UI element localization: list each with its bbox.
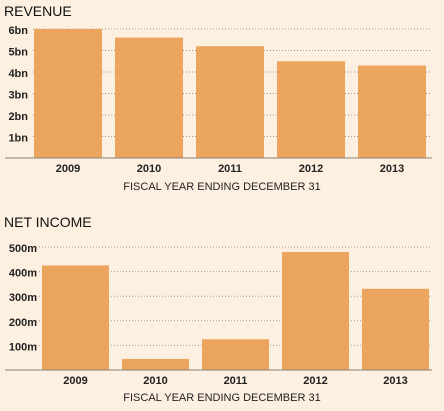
bar-2009 xyxy=(42,265,109,370)
x-tick-label: 2010 xyxy=(143,375,167,387)
y-tick-label: 3bn xyxy=(8,90,28,102)
y-tick-label: 4bn xyxy=(8,68,28,80)
x-axis-label: FISCAL YEAR ENDING DECEMBER 31 xyxy=(123,181,320,193)
bar-2010 xyxy=(115,37,183,158)
bar-2013 xyxy=(358,65,426,158)
x-tick-label: 2012 xyxy=(303,375,327,387)
x-tick-label: 2013 xyxy=(380,163,404,175)
y-tick-label: 6bn xyxy=(8,25,28,37)
x-tick-label: 2012 xyxy=(299,163,323,175)
net-income-chart: NET INCOME FISCAL YEAR ENDING DECEMBER 3… xyxy=(4,214,432,404)
y-tick-label: 100m xyxy=(9,341,37,353)
x-tick-label: 2011 xyxy=(218,163,242,175)
x-axis-label: FISCAL YEAR ENDING DECEMBER 31 xyxy=(123,392,320,404)
bar-2011 xyxy=(202,339,269,370)
y-tick-label: 1bn xyxy=(8,133,28,145)
x-tick-label: 2013 xyxy=(383,375,407,387)
y-tick-label: 200m xyxy=(9,317,37,329)
bar-2013 xyxy=(362,288,429,370)
y-tick-label: 300m xyxy=(9,292,37,304)
y-tick-label: 2bn xyxy=(8,111,28,123)
x-tick-label: 2009 xyxy=(63,375,87,387)
x-tick-label: 2009 xyxy=(56,163,80,175)
bar-2010 xyxy=(122,358,189,370)
y-tick-label: 500m xyxy=(9,243,37,255)
chart-title: REVENUE xyxy=(4,3,72,19)
chart-title: NET INCOME xyxy=(4,214,92,230)
y-tick-label: 5bn xyxy=(8,47,28,59)
bar-2012 xyxy=(282,251,349,370)
bar-2009 xyxy=(34,29,102,158)
x-tick-label: 2011 xyxy=(224,375,248,387)
bar-2012 xyxy=(277,61,345,158)
bar-2011 xyxy=(196,46,264,159)
y-tick-label: 400m xyxy=(9,268,37,280)
x-tick-label: 2010 xyxy=(137,163,161,175)
revenue-chart: REVENUE FISCAL YEAR ENDING DECEMBER 31 1… xyxy=(4,3,432,193)
